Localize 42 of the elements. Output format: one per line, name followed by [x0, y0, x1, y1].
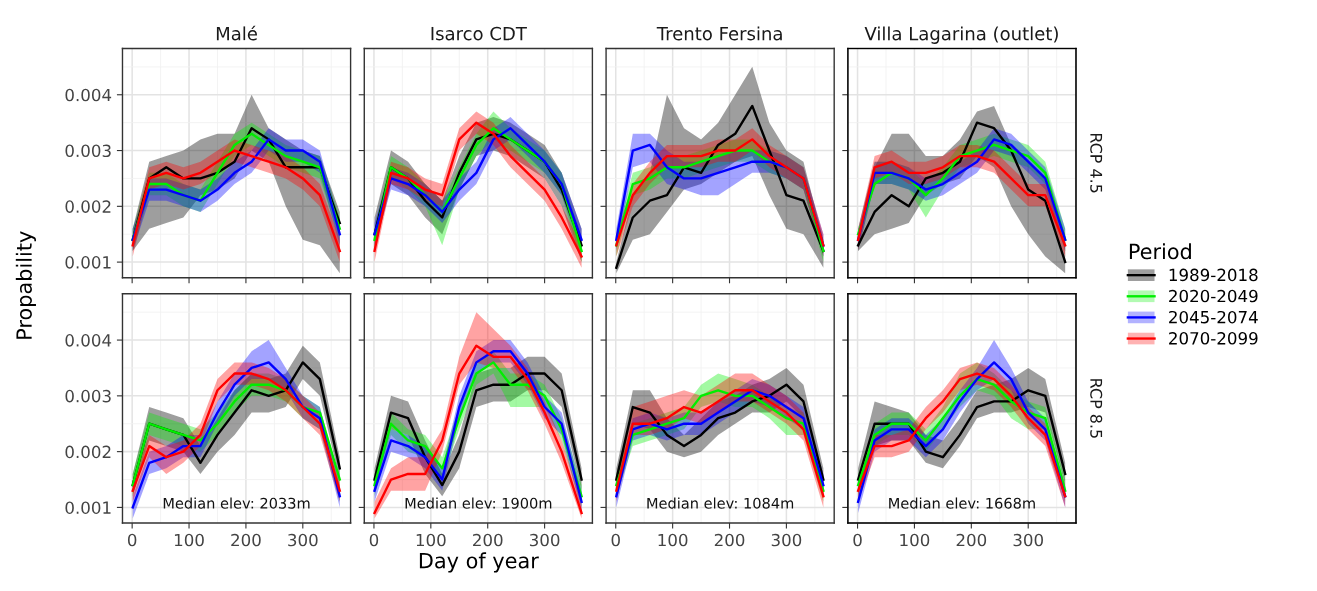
x-tick-label: 200 — [714, 533, 745, 547]
annotation: Median elev: 1668m — [889, 497, 1035, 509]
x-tick-label: 0 — [853, 533, 862, 547]
y-tick-label: 0.003 — [65, 389, 111, 403]
x-tick-label: 200 — [473, 533, 503, 547]
x-tick-label: 100 — [174, 533, 204, 547]
x-tick-label: 100 — [416, 533, 446, 547]
y-tick-label: 0.003 — [65, 144, 111, 158]
line-series — [131, 149, 341, 253]
annotation: Median elev: 1084m — [647, 497, 794, 509]
x-tick-label: 300 — [288, 533, 318, 547]
x-tick-label: 0 — [127, 533, 137, 547]
x-tick-label: 100 — [658, 533, 688, 547]
x-tick-label: 300 — [771, 533, 802, 547]
x-tick-label: 100 — [900, 533, 930, 547]
chart-title: Villa Lagarina (outlet) — [864, 26, 1058, 44]
annotation: Median elev: 2033m — [163, 497, 310, 509]
x-tick-label: 300 — [529, 533, 560, 547]
legend-title: Period — [1129, 243, 1191, 260]
chart-title: Malé — [216, 25, 257, 41]
legend-label: 2045-2074 — [1169, 310, 1258, 324]
y-axis-title: Propability — [15, 231, 36, 339]
chart-title: Trento Fersina — [656, 26, 782, 41]
legend-label: 2070-2099 — [1169, 332, 1258, 345]
x-tick-label: 200 — [956, 533, 987, 547]
y-tick-label: 0.001 — [65, 256, 111, 269]
annotation: Median elev: 1900m — [405, 497, 552, 509]
x-tick-label: 0 — [369, 533, 379, 547]
x-axis-title: Day of year — [419, 552, 539, 573]
y2-axis-title: RCP 8.5 — [1090, 379, 1103, 438]
legend-label: 1989-2018 — [1169, 268, 1258, 282]
y-tick-label: 0.001 — [65, 501, 111, 514]
x-tick-label: 300 — [1013, 533, 1043, 547]
x-tick-label: 0 — [611, 533, 620, 547]
y-tick-label: 0.002 — [65, 200, 111, 213]
y-tick-label: 0.004 — [65, 334, 112, 347]
y2-axis-title: RCP 4.5 — [1090, 133, 1103, 193]
legend-label: 2020-2049 — [1169, 289, 1258, 303]
y-tick-label: 0.002 — [65, 445, 111, 459]
y-tick-label: 0.004 — [65, 88, 112, 102]
chart-title: Isarco CDT — [431, 26, 527, 41]
x-tick-label: 200 — [231, 533, 261, 547]
